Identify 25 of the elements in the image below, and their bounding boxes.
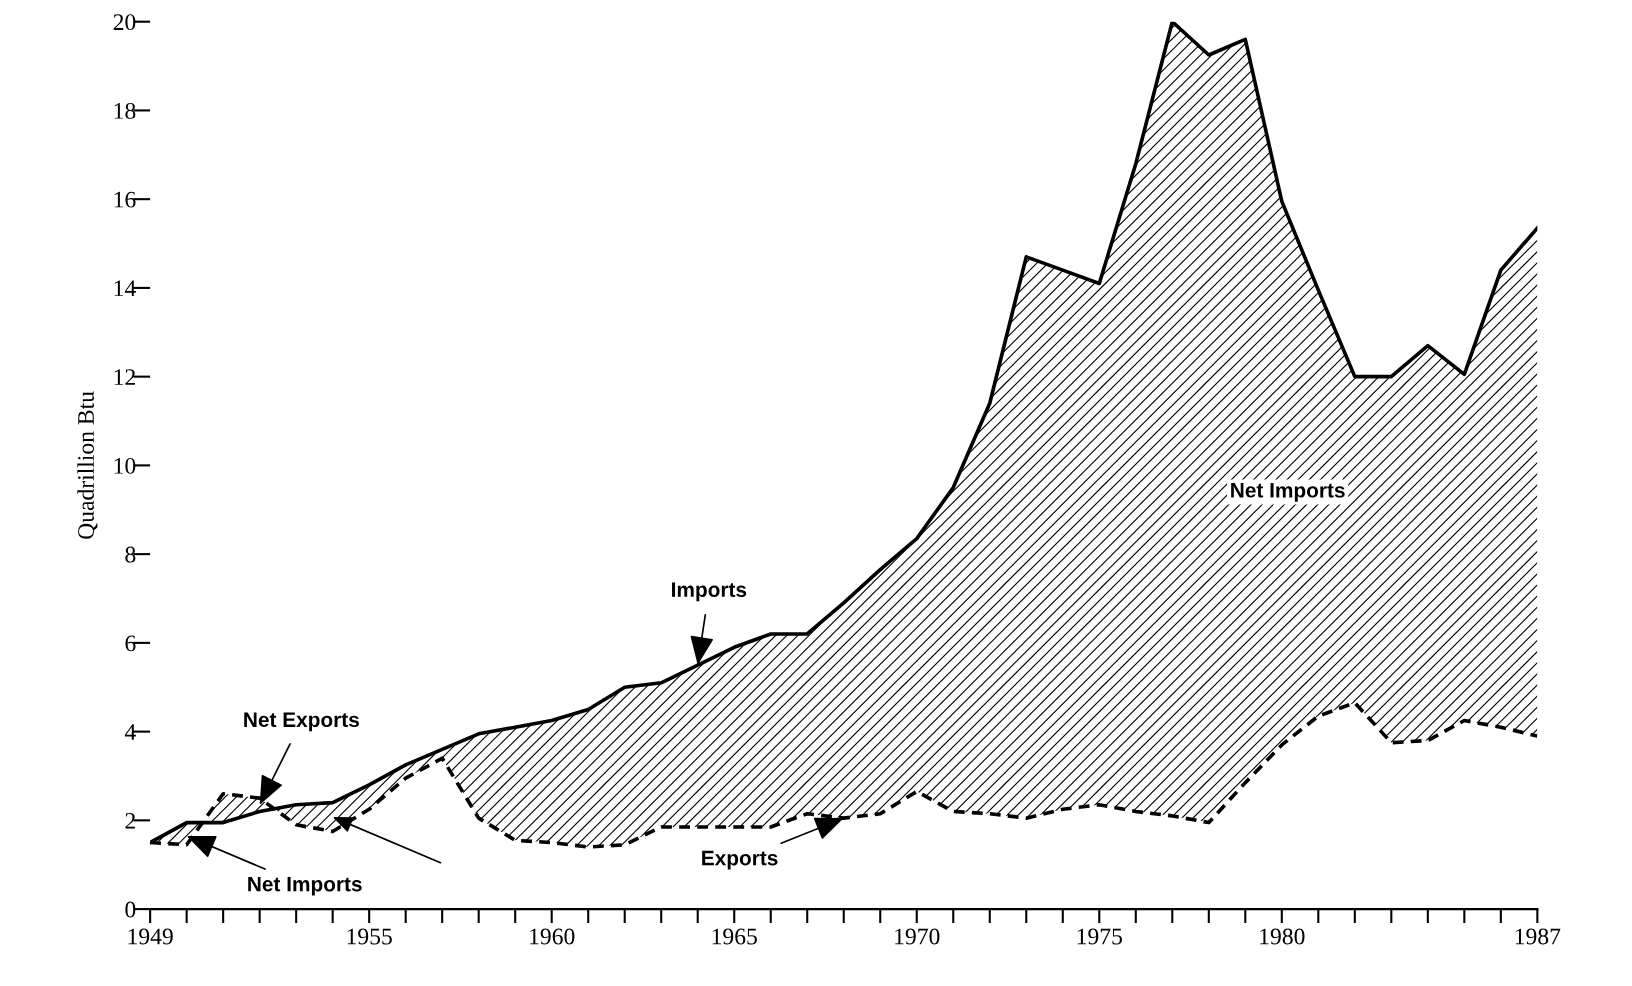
y-tick-label: 0 — [125, 901, 136, 918]
y-tick-label: 18 — [114, 102, 136, 119]
annotation: Net Imports — [1231, 483, 1345, 502]
y-tick-label: 4 — [124, 724, 136, 740]
y-axis-title: Quadrillion Btu — [77, 391, 98, 539]
x-tick-label: 1955 — [347, 928, 392, 945]
y-tick-label: 20 — [113, 14, 136, 31]
x-tick-label: 1987 — [1515, 928, 1561, 945]
x-tick-label: 1960 — [530, 928, 575, 945]
y-tick-label: 10 — [114, 457, 136, 474]
y-tick-label: 16 — [114, 191, 136, 208]
x-tick-label: 1949 — [128, 928, 173, 945]
annotation: Net Imports — [248, 876, 362, 896]
annotation: Exports — [702, 850, 778, 870]
x-tick-label: 1970 — [895, 928, 940, 945]
y-tick-label: 2 — [125, 812, 135, 829]
annotation: Imports — [672, 582, 747, 602]
y-tick-label: 12 — [114, 369, 135, 385]
annotation: Net Exports — [244, 712, 359, 732]
y-tick-label: 14 — [114, 280, 136, 297]
x-tick-label: 1975 — [1077, 928, 1122, 945]
y-tick-label: 8 — [125, 546, 136, 563]
x-tick-label: 1980 — [1260, 928, 1305, 945]
x-tick-label: 1965 — [712, 928, 757, 945]
y-tick-label: 6 — [125, 635, 136, 652]
